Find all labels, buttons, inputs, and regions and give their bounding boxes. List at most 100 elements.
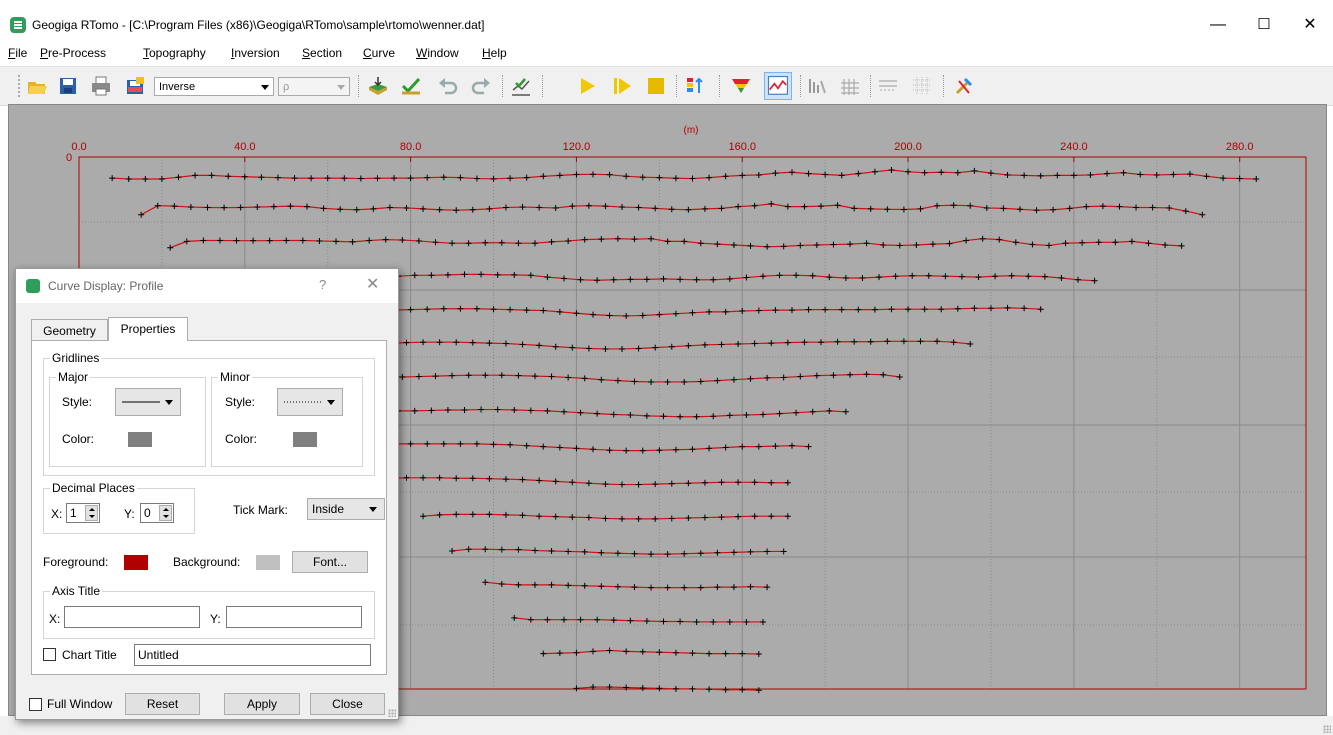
full-window-checkbox[interactable] [29,698,42,711]
stop-icon[interactable] [645,75,667,97]
data-point [1021,305,1028,312]
decimal-x-spinner[interactable]: 1 [66,503,100,523]
menu-topography[interactable]: Topography [143,46,206,60]
tab-properties[interactable]: Properties [108,317,188,341]
data-point [681,378,688,385]
data-point [963,237,970,244]
dialog-close-button[interactable]: Close [310,693,385,715]
save-icon[interactable] [57,75,79,97]
data-point [793,272,800,279]
menu-pre-process[interactable]: Pre-Process [40,46,107,60]
data-point [809,272,816,279]
data-point [308,175,315,182]
chart-title-checkbox[interactable] [43,648,56,661]
color-bar-icon[interactable] [684,75,706,97]
param-combo[interactable]: ρ [278,77,350,96]
data-point [681,550,688,557]
topography-icon[interactable] [367,75,389,97]
data-point [967,341,974,347]
data-point [511,614,518,621]
filter-icon[interactable] [730,75,752,97]
data-point [929,241,936,248]
data-point [627,411,634,418]
open-icon[interactable] [26,75,48,97]
decimal-y-spinner[interactable]: 0 [140,503,174,523]
mode-combo[interactable]: Inverse [154,77,274,96]
data-point [577,409,584,416]
background-color-swatch[interactable] [256,555,280,570]
tick-mark-select[interactable]: Inside [307,498,385,520]
export-icon[interactable] [124,75,146,97]
dialog-close-icon[interactable]: ✕ [366,276,380,293]
undo-icon[interactable] [437,75,459,97]
menu-inversion[interactable]: Inversion [231,46,280,60]
bar-icon[interactable] [806,75,828,97]
menu-file[interactable]: File [8,46,28,60]
major-color-swatch[interactable] [128,432,152,447]
menu-curve[interactable]: Curve [363,46,396,60]
chart-check-icon[interactable] [510,75,532,97]
play-icon[interactable] [576,75,598,97]
data-point [407,306,414,313]
data-point [469,475,476,482]
dots-icon[interactable] [911,75,933,97]
tools-icon[interactable] [953,75,975,97]
data-point [440,305,447,312]
resize-grip[interactable] [1323,725,1331,733]
data-point [274,174,281,181]
menu-help[interactable]: Help [482,46,507,60]
axis-title-x-input[interactable] [64,606,200,628]
data-point [730,376,737,383]
data-point [548,238,555,245]
axis-title-y-input[interactable] [226,606,362,628]
data-point [677,276,684,283]
dialog-app-icon [26,279,40,293]
toolbar-separator [542,75,544,97]
data-point [660,413,667,420]
data-point [788,307,795,314]
maximize-button[interactable]: ☐ [1257,16,1271,33]
data-point [610,617,617,624]
data-point [531,547,538,554]
data-point [598,236,605,243]
menu-section[interactable]: Section [302,46,343,60]
dialog-title-bar[interactable]: Curve Display: Profile ? ✕ [16,269,398,303]
data-point [569,514,576,521]
data-point [519,512,526,519]
font-button[interactable]: Font... [292,551,368,573]
data-point [606,447,613,454]
data-point [494,406,501,413]
foreground-color-swatch[interactable] [124,555,148,570]
data-point [208,172,215,179]
minimize-button[interactable]: — [1210,16,1226,33]
chart-title-input[interactable]: Untitled [134,644,371,666]
check-icon[interactable] [400,75,422,97]
mesh-icon[interactable] [877,75,899,97]
data-point [722,308,729,315]
grid-icon[interactable] [839,75,861,97]
data-point [892,273,899,280]
dialog-resize-grip[interactable] [388,709,396,717]
menu-window[interactable]: Window [416,46,459,60]
close-button[interactable]: ✕ [1303,16,1317,33]
data-point [701,341,708,348]
tab-geometry[interactable]: Geometry [31,319,108,341]
major-style-select[interactable] [115,388,181,416]
data-point [689,175,696,182]
data-point [590,446,597,453]
minor-style-select[interactable] [277,388,343,416]
data-point [764,584,771,591]
data-point [643,412,650,419]
data-point [482,579,489,586]
reset-button[interactable]: Reset [125,693,200,715]
data-point [701,205,708,212]
step-icon[interactable] [611,75,633,97]
print-icon[interactable] [90,75,112,97]
redo-icon[interactable] [470,75,492,97]
minor-color-swatch[interactable] [293,432,317,447]
data-point [428,407,435,414]
data-point [1116,203,1123,210]
help-icon[interactable]: ? [319,277,327,292]
apply-button[interactable]: Apply [224,693,300,715]
profile-curve-icon[interactable] [764,72,792,100]
